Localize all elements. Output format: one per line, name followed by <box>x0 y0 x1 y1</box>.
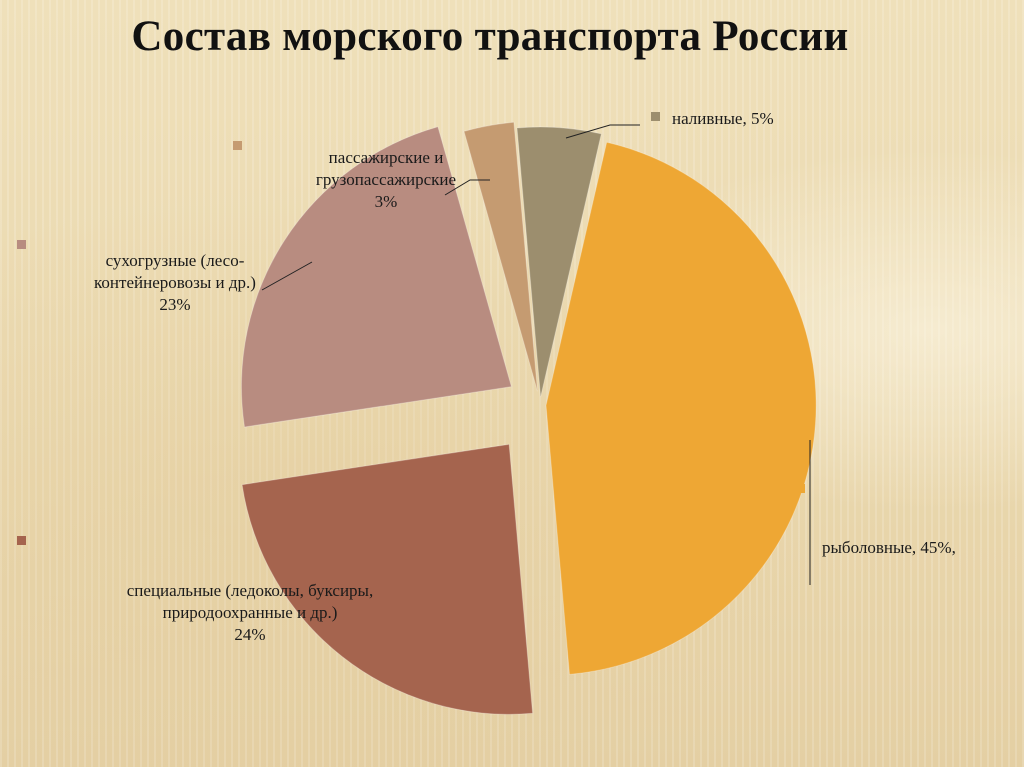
pie-slice-naliv <box>516 126 602 398</box>
slice-label-spec: специальные (ледоколы, буксиры, природоо… <box>126 581 374 644</box>
slice-label-naliv: наливные, 5% <box>672 109 774 128</box>
legend-bullet-ryb <box>796 484 805 493</box>
legend-bullet-spec <box>17 536 26 545</box>
legend-bullet-passazh <box>233 141 242 150</box>
slice-label-passazh: пассажирские и грузопассажирские 3% <box>315 148 457 211</box>
legend-bullet-naliv <box>651 112 660 121</box>
pie-slice-passazh <box>463 121 538 392</box>
slice-label-ryb: рыболовные, 45%, <box>822 538 956 557</box>
leader-line-suhogr <box>261 261 313 291</box>
pie-slice-ryb <box>545 141 817 675</box>
leader-line-passazh <box>444 179 490 196</box>
chart-title: Состав морского транспорта России <box>131 13 849 60</box>
legend-bullet-suhogr <box>17 240 26 249</box>
pie-slice-suhogr <box>240 126 513 428</box>
leader-line-naliv <box>565 124 640 139</box>
slice-label-suhogr: сухогрузные (лесо- контейнеровозы и др.)… <box>94 251 256 314</box>
pie-slice-spec <box>241 443 534 715</box>
